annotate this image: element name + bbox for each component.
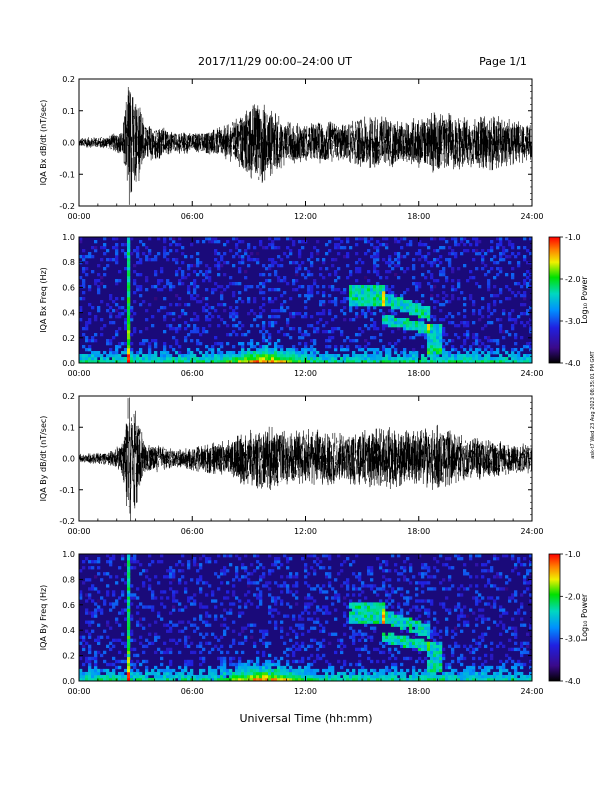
y-axis-label: IQA Bx Freq (Hz) [39,267,48,333]
y-tick-label: 0.2 [62,75,75,84]
y-tick-label: 0.4 [62,626,75,635]
panel-bx-spectrogram: -1.0 -2.0 -3.0 -4.0 Log₁₀ Power 00:00 06:00 12:… [39,233,589,378]
y-tick-label: 0.6 [62,601,75,610]
panel-by-dbdt: 00:00 06:00 12:00 18:00 24:00 -0.2 -0.1 0.0 0.1 0… [39,392,544,536]
side-timestamp: ask-t7 Wed 23 Aug 2023 08:35:01 PM GMT [590,350,596,458]
x-tick-label: 24:00 [520,527,543,536]
y-tick-label: 0.1 [62,423,75,432]
x-tick-label: 12:00 [294,527,317,536]
x-tick-label: 12:00 [294,687,317,696]
y-axis-label: IQA By dB/dt (nT/sec) [39,416,48,502]
y-tick-label: 0.8 [62,258,75,267]
y-tick-label: 0.8 [62,575,75,584]
x-axis-label: Universal Time (hh:mm) [240,712,373,725]
y-tick-label: 1.0 [62,550,75,559]
x-tick-label: 24:00 [520,212,543,221]
y-tick-label: 0.0 [62,677,75,686]
colorbar-tick-label: -1.0 [565,233,581,242]
x-tick-label: 24:00 [520,369,543,378]
spectrogram-cells [79,237,533,364]
x-tick-label: 00:00 [67,212,90,221]
colorbar-label: Log₁₀ Power [580,276,589,324]
colorbar-tick-label: -2.0 [565,592,581,601]
y-tick-label: 0.0 [62,139,75,148]
colorbar-tick-label: -3.0 [565,317,581,326]
y-tick-label: 0.6 [62,283,75,292]
y-tick-label: 0.0 [62,455,75,464]
x-tick-label: 18:00 [407,212,430,221]
x-tick-label: 18:00 [407,687,430,696]
x-tick-label: 24:00 [520,687,543,696]
colorbar-label: Log₁₀ Power [580,593,589,641]
panel-bx-dbdt: 00:00 06:00 12:00 18:00 24:00 -0.2 -0.1 0.0 0.1 0… [39,75,544,221]
y-tick-label: 0.2 [62,392,75,401]
x-tick-label: 00:00 [67,687,90,696]
y-tick-label: 0.2 [62,652,75,661]
y-tick-label: 0.4 [62,309,75,318]
x-tick-label: 06:00 [181,369,204,378]
spectrogram-background [79,554,532,681]
x-tick-label: 18:00 [407,527,430,536]
y-tick-label: -0.1 [59,170,75,179]
page-number: Page 1/1 [479,55,527,68]
waveform-line [78,397,533,521]
y-tick-label: -0.2 [59,202,75,211]
colorbar-tick-label: -4.0 [565,677,581,686]
y-tick-label: 0.2 [62,334,75,343]
y-tick-label: 0.0 [62,359,75,368]
x-tick-label: 18:00 [407,369,430,378]
x-tick-label: 00:00 [67,527,90,536]
colorbar [548,236,561,364]
x-tick-label: 06:00 [181,527,204,536]
figure-title: 2017/11/29 00:00–24:00 UT [198,55,352,68]
x-tick-label: 12:00 [294,212,317,221]
colorbar-tick-label: -2.0 [565,275,581,284]
colorbar-tick-label: -4.0 [565,359,581,368]
x-tick-label: 00:00 [67,369,90,378]
y-axis-label: IQA By Freq (Hz) [39,585,48,651]
panel-by-spectrogram: -1.0 -2.0 -3.0 -4.0 Log₁₀ Power 00:00 06:00 12:… [39,550,589,696]
colorbar-tick-label: -3.0 [565,635,581,644]
y-tick-label: -0.1 [59,486,75,495]
x-tick-label: 06:00 [181,687,204,696]
waveform-line [78,86,533,205]
colorbar-tick-label: -1.0 [565,550,581,559]
y-tick-label: 0.1 [62,107,75,116]
x-tick-label: 06:00 [181,212,204,221]
y-tick-label: 1.0 [62,233,75,242]
spectrogram-cells [79,554,533,682]
y-axis-label: IQA Bx dB/dt (nT/sec) [39,100,48,186]
x-tick-label: 12:00 [294,369,317,378]
colorbar [548,553,561,682]
y-tick-label: -0.2 [59,517,75,526]
